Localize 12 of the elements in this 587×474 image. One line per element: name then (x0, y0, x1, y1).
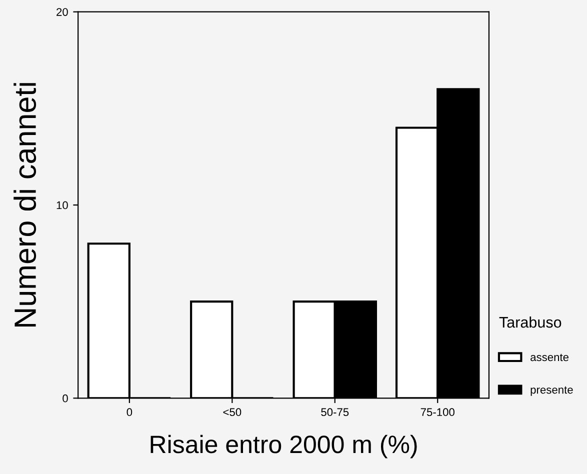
x-tick-label: <50 (223, 408, 242, 416)
x-tick-label: 0 (126, 408, 132, 416)
x-axis-title: Risaie entro 2000 m (%) (150, 434, 417, 458)
x-tick-label: 75-100 (420, 408, 454, 416)
y-tick-label: 20 (56, 8, 68, 16)
y-tick-label: 0 (62, 394, 68, 402)
legend-label: assente (530, 354, 569, 362)
legend-title: Tarabuso (499, 316, 562, 328)
y-axis-title: Numero di canneti (14, 83, 36, 326)
y-tick-label: 10 (56, 201, 68, 210)
x-tick-label: 50-75 (321, 408, 349, 416)
legend-label: presente (530, 386, 573, 396)
